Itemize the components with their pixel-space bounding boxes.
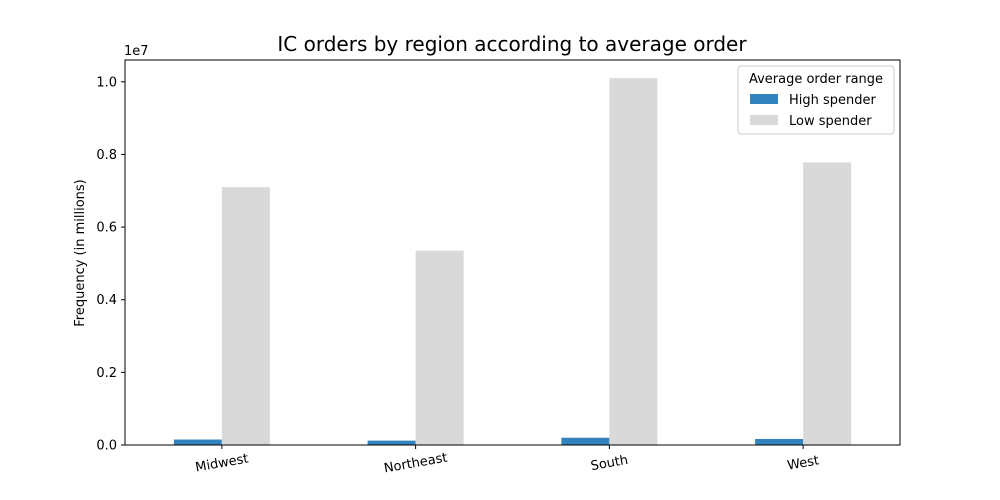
y-tick-label: 0.0 (96, 439, 117, 454)
legend-swatch-low-spender (750, 115, 778, 125)
bars-layer (173, 78, 852, 446)
bar-south-high-spender (561, 437, 610, 445)
chart-title: IC orders by region according to average… (277, 32, 747, 56)
y-axis-label: Frequency (in millions) (73, 179, 88, 327)
legend-label-high-spender: High spender (789, 93, 877, 108)
y-tick-label: 0.8 (96, 148, 117, 163)
bar-northeast-low-spender (415, 250, 464, 445)
legend-swatch-high-spender (750, 94, 778, 104)
legend-label-low-spender: Low spender (789, 114, 872, 129)
legend-title: Average order range (749, 72, 883, 87)
bar-northeast-high-spender (367, 440, 416, 445)
x-tick-label: Northeast (383, 451, 449, 477)
x-tick-label: Midwest (194, 451, 249, 475)
legend: Average order range High spender Low spen… (737, 65, 895, 135)
bar-west-high-spender (755, 439, 804, 445)
y-tick-label: 0.4 (96, 293, 117, 308)
plot-frame (124, 59, 901, 446)
y-tick-label: 0.6 (96, 221, 117, 236)
bar-south-low-spender (609, 78, 658, 445)
bar-midwest-high-spender (173, 439, 222, 445)
y-axis-offset-label: 1e7 (124, 44, 149, 59)
bar-midwest-low-spender (221, 187, 270, 445)
x-tick-label: West (786, 453, 820, 473)
bar-west-low-spender (803, 162, 852, 446)
y-tick-label: 1.0 (96, 75, 117, 90)
y-tick-label: 0.2 (96, 366, 117, 381)
x-tick-label: South (590, 453, 630, 474)
